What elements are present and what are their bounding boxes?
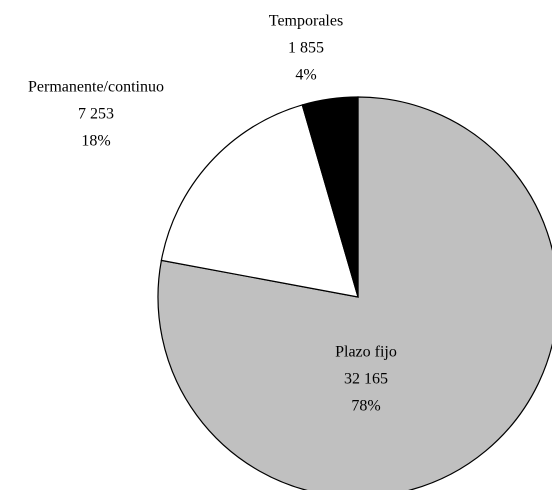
slice-percent-label: 78% [351,398,380,415]
pie-slice [160,104,359,298]
slice-percent-label: 4% [295,67,316,84]
slice-label: Plazo fijo [335,344,397,361]
slice-label: Permanente/continuo [28,79,164,96]
pie-slice [157,96,552,490]
slice-value-label: 32 165 [344,371,388,388]
pie-slice [301,96,359,298]
slice-value-label: 7 253 [78,106,114,123]
slice-value-label: 1 855 [288,40,324,57]
slice-percent-label: 18% [81,133,110,150]
slice-label: Temporales [269,13,343,30]
